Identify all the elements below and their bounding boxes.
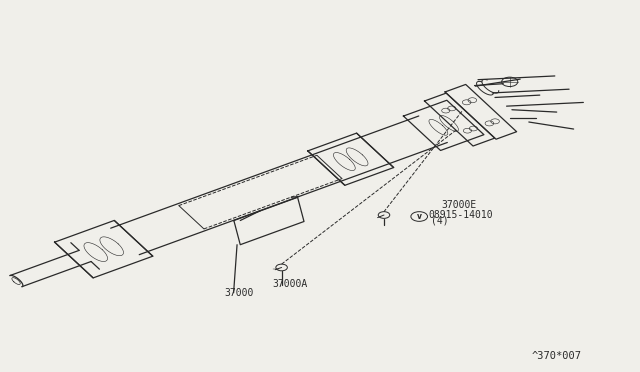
Text: ^370*007: ^370*007 [531, 351, 581, 361]
Text: 37000: 37000 [224, 288, 253, 298]
Text: 37000A: 37000A [272, 279, 307, 289]
Text: 08915-14010: 08915-14010 [429, 209, 493, 219]
Text: v: v [417, 212, 422, 221]
Text: (4): (4) [431, 216, 449, 226]
Text: 37000E: 37000E [442, 200, 477, 210]
